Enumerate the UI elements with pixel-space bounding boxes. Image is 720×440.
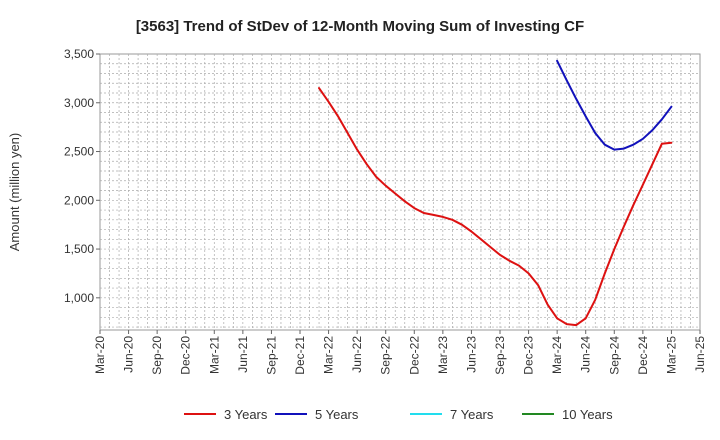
y-tick-label: 1,000 bbox=[64, 291, 94, 305]
legend: 3 Years 5 Years 7 Years 10 Years bbox=[184, 407, 613, 422]
x-tick-label: Jun-24 bbox=[579, 336, 593, 373]
x-tick-label: Sep-20 bbox=[150, 336, 164, 375]
x-tick-label: Sep-23 bbox=[493, 336, 507, 375]
x-tick-label: Sep-21 bbox=[264, 336, 278, 375]
y-tick-label: 2,500 bbox=[64, 145, 94, 159]
y-tick-label: 2,000 bbox=[64, 193, 94, 207]
y-tick-label: 3,500 bbox=[64, 47, 94, 61]
x-tick-label: Mar-21 bbox=[207, 336, 221, 374]
x-tick-label: Dec-20 bbox=[179, 336, 193, 375]
x-tick-label: Mar-25 bbox=[664, 336, 678, 374]
legend-item-3-years: 3 Years bbox=[184, 407, 268, 422]
legend-label: 3 Years bbox=[224, 407, 268, 422]
x-tick-label: Dec-21 bbox=[293, 336, 307, 375]
series-line-3-years bbox=[318, 87, 673, 327]
y-tick-label: 3,000 bbox=[64, 96, 94, 110]
legend-label: 10 Years bbox=[562, 407, 613, 422]
legend-item-7-years: 7 Years bbox=[410, 407, 494, 422]
legend-label: 5 Years bbox=[315, 407, 359, 422]
x-tick-label: Jun-25 bbox=[693, 336, 707, 373]
x-tick-label: Sep-22 bbox=[379, 336, 393, 375]
legend-item-5-years: 5 Years bbox=[275, 407, 359, 422]
x-tick-label: Mar-20 bbox=[93, 336, 107, 374]
plot-area bbox=[99, 53, 701, 331]
x-tick-label: Jun-20 bbox=[122, 336, 136, 373]
x-tick-label: Sep-24 bbox=[607, 336, 621, 375]
series-line-5-years bbox=[556, 59, 673, 151]
x-tick-label: Jun-23 bbox=[464, 336, 478, 373]
x-tick-label: Dec-24 bbox=[636, 336, 650, 375]
chart-title: [3563] Trend of StDev of 12-Month Moving… bbox=[136, 18, 584, 35]
grid-lines bbox=[100, 54, 700, 330]
legend-label: 7 Years bbox=[450, 407, 494, 422]
y-axis-label: Amount (million yen) bbox=[7, 133, 22, 252]
x-tick-label: Dec-22 bbox=[407, 336, 421, 375]
series-lines bbox=[318, 59, 673, 327]
x-axis-ticks: Mar-20 Jun-20 Sep-20 Dec-20 Mar-21 Jun-21 Sep-… bbox=[93, 330, 707, 375]
x-tick-label: Mar-22 bbox=[322, 336, 336, 374]
y-tick-label: 1,500 bbox=[64, 242, 94, 256]
x-tick-label: Jun-22 bbox=[350, 336, 364, 373]
x-tick-label: Mar-23 bbox=[436, 336, 450, 374]
y-axis-ticks: 1,000 1,500 2,000 2,500 3,000 3,500 bbox=[64, 47, 100, 305]
legend-item-10-years: 10 Years bbox=[522, 407, 613, 422]
x-tick-label: Mar-24 bbox=[550, 336, 564, 374]
x-tick-label: Jun-21 bbox=[236, 336, 250, 373]
x-tick-label: Dec-23 bbox=[522, 336, 536, 375]
